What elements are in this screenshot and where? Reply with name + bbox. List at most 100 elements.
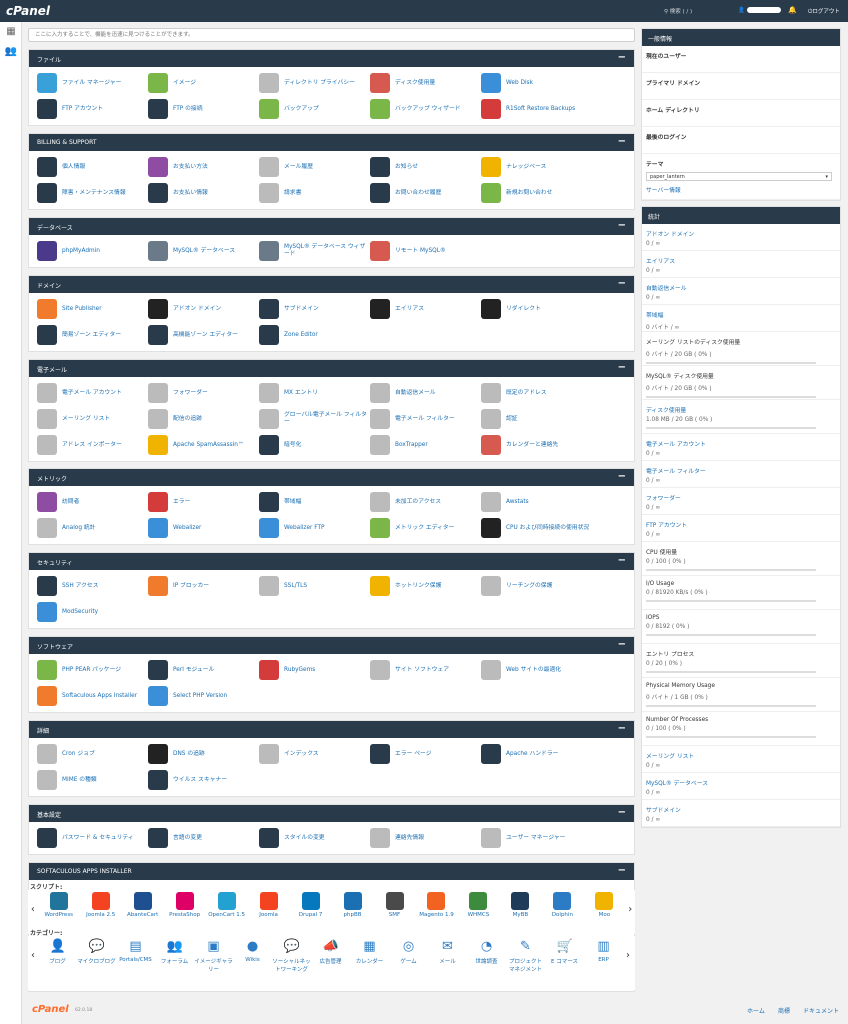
item-zd8ico[interactable]: R1Soft Restore Backups — [481, 97, 593, 121]
top-search[interactable]: ⚲ 検索 ( / ) — [664, 7, 692, 15]
item-u2ruvo[interactable]: Select PHP Version — [148, 684, 260, 708]
item-v0vfty[interactable]: MySQL® データベース ウィザード — [259, 239, 371, 263]
cpanel-logo[interactable]: cPanel — [6, 4, 51, 18]
collapse-icon[interactable]: − — [617, 807, 626, 818]
item-f86f5c[interactable]: カレンダーと連絡先 — [481, 433, 593, 457]
item-rgct9k[interactable]: ユーザー マネージャー — [481, 826, 593, 850]
item-sdjtli[interactable]: 既定のアドレス — [481, 381, 593, 405]
item-bsr6c7[interactable]: Web Disk — [481, 71, 593, 95]
item-jtomo8[interactable]: SSL/TLS — [259, 574, 371, 598]
item-jy5y6w[interactable]: リモート MySQL® — [370, 239, 482, 263]
item-a1p6ta[interactable]: ModSecurity — [37, 600, 149, 624]
script-joomla[interactable]: Joomla — [248, 890, 290, 918]
collapse-icon[interactable]: − — [617, 52, 626, 63]
item-43pmxg[interactable]: ディスク使用量 — [370, 71, 482, 95]
item-sy6zvp[interactable]: DNS の追跡 — [148, 742, 260, 766]
stat-name[interactable]: フォワーダー — [646, 496, 681, 502]
section-header[interactable]: 詳細 − — [29, 721, 634, 738]
script-mybb[interactable]: MyBB — [499, 890, 541, 918]
category-4[interactable]: ▣ イメージギャラリー — [194, 936, 233, 973]
item-8x0avu[interactable]: CPU および同時接続の使用状況 — [481, 516, 593, 540]
script-whmcs[interactable]: WHMCS — [457, 890, 499, 918]
stat-name[interactable]: サブドメイン — [646, 808, 681, 814]
item-qxmjcg[interactable]: メトリック エディター — [370, 516, 482, 540]
script-opencart-1-5[interactable]: OpenCart 1.5 — [206, 890, 248, 918]
item-sugrum[interactable]: MX エントリ — [259, 381, 371, 405]
section-header[interactable]: 電子メール − — [29, 360, 634, 377]
item-fl58ox[interactable]: メール履歴 — [259, 155, 371, 179]
item-4vf9q2[interactable]: バックアップ — [259, 97, 371, 121]
item-bowsov[interactable]: ナレッジベース — [481, 155, 593, 179]
script-abantecart[interactable]: AbanteCart — [122, 890, 164, 918]
item-k2xy3l[interactable]: Webalizer FTP — [259, 516, 371, 540]
item-kt4l0p[interactable]: PHP PEAR パッケージ — [37, 658, 149, 682]
bell-icon[interactable]: 🔔 — [788, 6, 797, 14]
item-afg2mz[interactable]: 個人情報 — [37, 155, 149, 179]
item-a60hby[interactable]: 配信の追跡 — [148, 407, 260, 431]
script-moo[interactable]: Moo — [583, 890, 625, 918]
item-gi9hob[interactable]: エイリアス — [370, 297, 482, 321]
item-alntm8[interactable]: お支払い方法 — [148, 155, 260, 179]
category-13[interactable]: 🛒 E コマース — [545, 936, 584, 965]
category-8[interactable]: ▦ カレンダー — [350, 936, 389, 965]
item-2chdn4[interactable]: Softaculous Apps Installer — [37, 684, 149, 708]
item-rwwu58[interactable]: リーチングの保護 — [481, 574, 593, 598]
scroll-left-icon[interactable]: ‹ — [31, 950, 35, 961]
stat-name[interactable]: アドオン ドメイン — [646, 232, 695, 238]
grid-icon[interactable]: ▦ — [6, 26, 16, 37]
item-36rpht[interactable]: エラー ページ — [370, 742, 482, 766]
category-3[interactable]: 👥 フォーラム — [155, 936, 194, 965]
scroll-right-icon[interactable]: › — [628, 904, 633, 915]
item-e87k2o[interactable]: MySQL® データベース — [148, 239, 260, 263]
item-kiis17[interactable]: phpMyAdmin — [37, 239, 149, 263]
collapse-icon[interactable]: − — [617, 220, 626, 231]
stat-name[interactable]: 自動返信メール — [646, 286, 687, 292]
item-7lujzs[interactable]: サブドメイン — [259, 297, 371, 321]
item-kutxd[interactable]: 請求書 — [259, 181, 371, 205]
item-ft8wrs[interactable]: 自動返信メール — [370, 381, 482, 405]
item-srr65p[interactable]: Perl モジュール — [148, 658, 260, 682]
section-header[interactable]: 基本設定 − — [29, 805, 634, 822]
item-h4sjpz[interactable]: リダイレクト — [481, 297, 593, 321]
item-3kato3[interactable]: ウイルス スキャナー — [148, 768, 260, 792]
item-e83at[interactable]: 帯域幅 — [259, 490, 371, 514]
footer-trademarks-link[interactable]: 商標 — [778, 1008, 791, 1015]
footer-home-link[interactable]: ホーム — [747, 1008, 765, 1015]
item-ojl1m4[interactable]: スタイルの変更 — [259, 826, 371, 850]
item-d1qf3v[interactable]: グローバル電子メール フィルター — [259, 407, 371, 431]
collapse-icon[interactable]: − — [617, 639, 626, 650]
item-3xgg06[interactable]: Apache ハンドラー — [481, 742, 593, 766]
server-info-link[interactable]: サーバー情報 — [646, 188, 681, 194]
scroll-right-icon[interactable]: › — [626, 950, 630, 961]
item-3sy0rl[interactable]: Zone Editor — [259, 323, 371, 347]
item-sw17dv[interactable]: SSH アクセス — [37, 574, 149, 598]
category-0[interactable]: 👤 ブログ — [38, 936, 77, 965]
collapse-icon[interactable]: − — [617, 136, 626, 147]
item-yrdecr[interactable]: Cron ジョブ — [37, 742, 149, 766]
item-o6r0da[interactable]: ディレクトリ プライバシー — [259, 71, 371, 95]
item-75if8l[interactable]: BoxTrapper — [370, 433, 482, 457]
item-bhc83a[interactable]: 連絡先情報 — [370, 826, 482, 850]
section-header[interactable]: ドメイン − — [29, 276, 634, 293]
stat-name[interactable]: 電子メール アカウント — [646, 442, 706, 448]
section-header[interactable]: BILLING & SUPPORT − — [29, 134, 634, 151]
item-bmfef4[interactable]: 高機能ゾーン エディター — [148, 323, 260, 347]
stat-name[interactable]: MySQL® データベース — [646, 781, 709, 787]
item-9vl8ge[interactable]: MIME の種類 — [37, 768, 149, 792]
stat-name[interactable]: FTP アカウント — [646, 523, 688, 529]
item-gt8ib7[interactable]: 電子メール アカウント — [37, 381, 149, 405]
collapse-icon[interactable]: − — [617, 555, 626, 566]
item-6l25u5[interactable]: お知らせ — [370, 155, 482, 179]
item-h1k42c[interactable]: 障害・メンテナンス情報 — [37, 181, 149, 205]
stat-name[interactable]: メーリング リスト — [646, 754, 695, 760]
item-az723p[interactable]: 言語の変更 — [148, 826, 260, 850]
stat-name[interactable]: 電子メール フィルター — [646, 469, 706, 475]
stat-name[interactable]: 帯域幅 — [646, 313, 664, 319]
item-ffowm[interactable]: 暗号化 — [259, 433, 371, 457]
item-8k9n1l[interactable]: アドレス インポーター — [37, 433, 149, 457]
category-12[interactable]: ✎ プロジェクト マネジメント — [506, 936, 545, 973]
theme-select[interactable]: paper_lantern ▾ — [646, 172, 832, 181]
script-wordpress[interactable]: WordPress — [38, 890, 80, 918]
users-icon[interactable]: 👥 — [4, 46, 18, 57]
item-hrx79l[interactable]: Awstats — [481, 490, 593, 514]
